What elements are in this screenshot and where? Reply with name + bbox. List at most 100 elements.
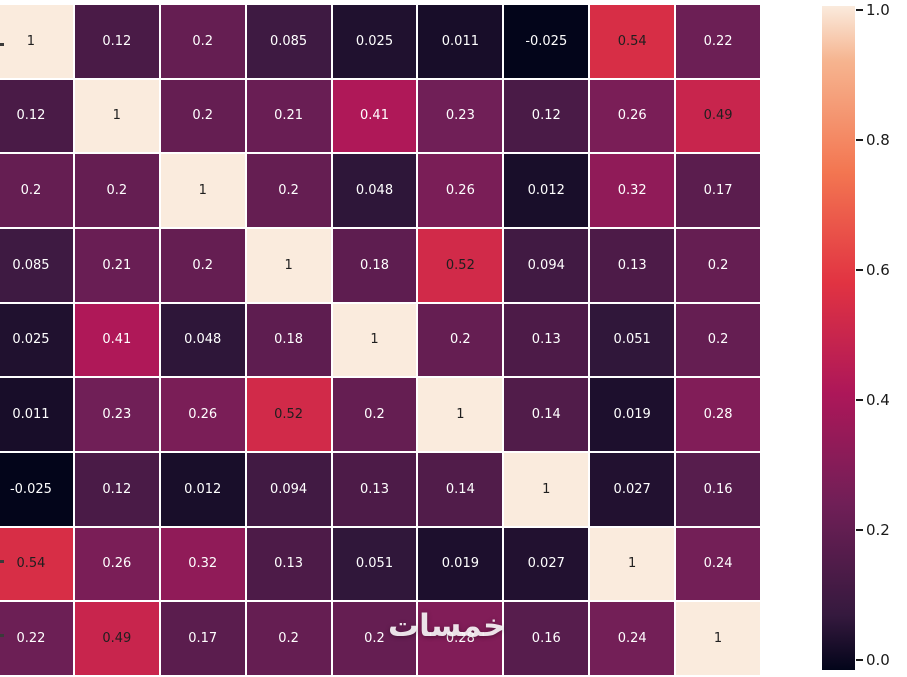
heatmap-cell-value: 1 bbox=[284, 257, 293, 273]
heatmap-cell-value: 0.32 bbox=[188, 556, 218, 572]
heatmap-cell-r4-c3: 0.2 bbox=[160, 228, 245, 302]
heatmap-cell-r8-c8: 1 bbox=[590, 527, 675, 601]
heatmap-cell-value: 0.28 bbox=[445, 631, 475, 647]
heatmap-cell-value: 0.21 bbox=[274, 108, 304, 124]
heatmap-cell-value: 0.094 bbox=[527, 257, 565, 273]
heatmap-cell-value: 0.26 bbox=[445, 183, 475, 199]
heatmap-cell-r7-c9: 0.16 bbox=[676, 452, 760, 526]
heatmap-cell-r3-c9: 0.17 bbox=[676, 154, 760, 227]
heatmap-cell-value: 0.13 bbox=[274, 556, 304, 572]
heatmap-cell-r1-c6: 0.011 bbox=[418, 5, 503, 78]
heatmap-cell-value: 0.13 bbox=[531, 332, 561, 348]
heatmap-cell-value: 0.2 bbox=[707, 257, 729, 273]
heatmap-cell-r1-c5: 0.025 bbox=[332, 5, 417, 78]
heatmap-cell-value: 0.011 bbox=[441, 33, 479, 49]
heatmap-cell-r8-c7: 0.027 bbox=[504, 527, 589, 601]
heatmap-cell-value: 0.2 bbox=[450, 332, 471, 348]
heatmap-cell-value: 0.027 bbox=[527, 556, 565, 572]
heatmap-cell-r6-c5: 0.2 bbox=[332, 378, 417, 451]
heatmap-cell-r1-c3: 0.2 bbox=[160, 5, 245, 78]
heatmap-cell-value: 0.2 bbox=[364, 631, 385, 647]
colorbar-tick-mark bbox=[856, 659, 863, 661]
heatmap-cell-value: 0.011 bbox=[12, 407, 50, 423]
heatmap-cell-r8-c2: 0.26 bbox=[74, 527, 159, 601]
heatmap-cell-value: 0.048 bbox=[184, 332, 222, 348]
heatmap-cell-r2-c1: 0.12 bbox=[0, 79, 73, 153]
heatmap-cell-r5-c3: 0.048 bbox=[160, 303, 245, 377]
heatmap-cell-r9-c3: 0.17 bbox=[160, 602, 245, 675]
heatmap-cell-r7-c3: 0.012 bbox=[160, 452, 245, 526]
heatmap-cell-r2-c9: 0.49 bbox=[676, 79, 760, 153]
colorbar-gradient bbox=[822, 6, 855, 670]
heatmap-cell-value: 0.12 bbox=[102, 33, 132, 49]
heatmap-cell-r6-c6: 1 bbox=[418, 378, 503, 451]
heatmap-cell-value: 0.2 bbox=[106, 183, 128, 199]
heatmap-cell-value: 0.26 bbox=[188, 407, 218, 423]
heatmap-cell-value: 0.012 bbox=[184, 481, 222, 497]
heatmap-cell-r5-c1: 0.025 bbox=[0, 303, 73, 377]
heatmap-cell-r2-c4: 0.21 bbox=[246, 79, 331, 153]
heatmap-cell-value: 0.051 bbox=[613, 332, 651, 348]
heatmap-cell-value: 0.2 bbox=[20, 183, 42, 199]
heatmap-cell-value: 0.49 bbox=[102, 631, 132, 647]
colorbar-tick-label: 0.8 bbox=[866, 131, 890, 149]
heatmap-cell-r7-c6: 0.14 bbox=[418, 452, 503, 526]
colorbar-tick-mark bbox=[856, 9, 863, 11]
heatmap-cell-value: 0.2 bbox=[364, 407, 385, 423]
heatmap-cell-r3-c7: 0.012 bbox=[504, 154, 589, 227]
heatmap-cell-r3-c5: 0.048 bbox=[332, 154, 417, 227]
heatmap-cell-value: -0.025 bbox=[525, 33, 568, 49]
heatmap-cell-r4-c7: 0.094 bbox=[504, 228, 589, 302]
heatmap-cell-r5-c8: 0.051 bbox=[590, 303, 675, 377]
heatmap-cell-value: 0.13 bbox=[360, 481, 389, 497]
heatmap-cell-r1-c7: -0.025 bbox=[504, 5, 589, 78]
heatmap-cell-value: 1 bbox=[713, 631, 723, 647]
heatmap-cell-value: 0.16 bbox=[531, 631, 561, 647]
heatmap-cell-value: 0.18 bbox=[274, 332, 304, 348]
heatmap-cell-r8-c5: 0.051 bbox=[332, 527, 417, 601]
colorbar-tick-label: 0.0 bbox=[866, 651, 890, 669]
heatmap-cell-r5-c9: 0.2 bbox=[676, 303, 760, 377]
heatmap-cell-r5-c7: 0.13 bbox=[504, 303, 589, 377]
cropped-ytick-label-remnant bbox=[0, 560, 4, 563]
heatmap-cell-r8-c6: 0.019 bbox=[418, 527, 503, 601]
heatmap-cell-r8-c3: 0.32 bbox=[160, 527, 245, 601]
heatmap-cell-r1-c4: 0.085 bbox=[246, 5, 331, 78]
colorbar-tick-label: 0.2 bbox=[866, 521, 890, 539]
heatmap-cell-r5-c4: 0.18 bbox=[246, 303, 331, 377]
heatmap-cell-value: 0.025 bbox=[12, 332, 50, 348]
heatmap-cell-r4-c5: 0.18 bbox=[332, 228, 417, 302]
heatmap-cell-value: 0.12 bbox=[16, 108, 46, 124]
watermark-khamsat: خمسات bbox=[388, 608, 506, 644]
heatmap-cell-value: 0.23 bbox=[445, 108, 475, 124]
heatmap-cell-r4-c4: 1 bbox=[246, 228, 331, 302]
heatmap-cell-value: 0.54 bbox=[16, 556, 46, 572]
heatmap-cell-r2-c5: 0.41 bbox=[332, 79, 417, 153]
heatmap-cell-r4-c8: 0.13 bbox=[590, 228, 675, 302]
heatmap-cell-value: 0.14 bbox=[531, 407, 561, 423]
heatmap-cell-value: 0.2 bbox=[278, 631, 299, 647]
heatmap-cell-value: 0.13 bbox=[617, 257, 647, 273]
heatmap-cell-value: 1 bbox=[198, 183, 207, 199]
heatmap-cell-value: 0.051 bbox=[355, 556, 394, 572]
colorbar-tick-label: 1.0 bbox=[866, 1, 890, 19]
heatmap-cell-r1-c9: 0.22 bbox=[676, 5, 760, 78]
heatmap-cell-r5-c6: 0.2 bbox=[418, 303, 503, 377]
heatmap-cell-r5-c2: 0.41 bbox=[74, 303, 159, 377]
colorbar-tick-mark bbox=[856, 139, 863, 141]
heatmap-cell-value: 0.12 bbox=[102, 481, 132, 497]
heatmap-cell-r2-c6: 0.23 bbox=[418, 79, 503, 153]
heatmap-cell-r4-c6: 0.52 bbox=[418, 228, 503, 302]
heatmap-cell-r9-c9: 1 bbox=[676, 602, 760, 675]
heatmap-cell-r3-c6: 0.26 bbox=[418, 154, 503, 227]
heatmap-cell-value: 0.23 bbox=[102, 407, 132, 423]
colorbar-tick-label: 0.4 bbox=[866, 391, 890, 409]
heatmap-cell-value: 0.32 bbox=[617, 183, 647, 199]
heatmap-cell-r9-c2: 0.49 bbox=[74, 602, 159, 675]
heatmap-cell-r2-c2: 1 bbox=[74, 79, 159, 153]
heatmap-cell-value: 0.2 bbox=[192, 257, 214, 273]
heatmap-cell-value: 1 bbox=[26, 33, 36, 49]
cropped-ytick-label-remnant bbox=[0, 43, 4, 46]
heatmap-cell-value: 0.52 bbox=[274, 407, 304, 423]
heatmap-cell-value: 0.085 bbox=[12, 257, 50, 273]
